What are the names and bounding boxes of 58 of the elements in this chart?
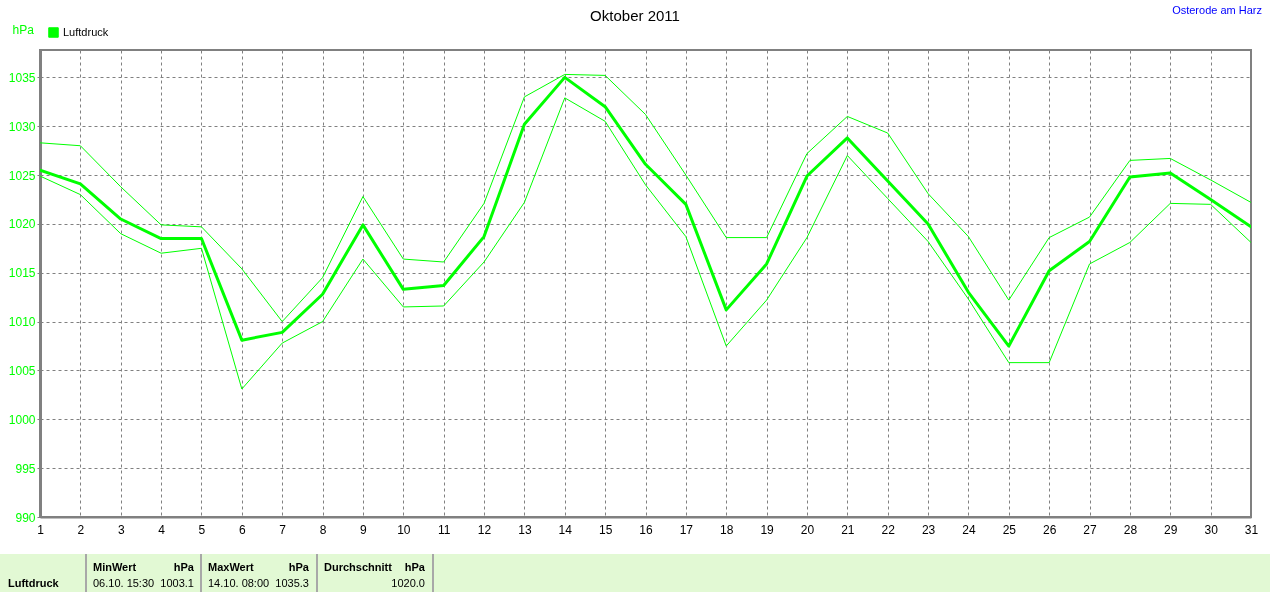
text: Osterode am Harz	[1172, 4, 1262, 16]
x-tick-label: 14	[558, 522, 573, 537]
x-tick-label: 4	[158, 522, 166, 537]
text: hPa	[404, 561, 426, 573]
x-tick-label: 18	[720, 522, 734, 537]
y-tick-label: 1015	[8, 266, 36, 281]
x-tick-label: 3	[117, 522, 125, 537]
y-tick-label: 1020	[8, 217, 36, 232]
text: 1035.3	[275, 577, 309, 589]
y-tick-label: 995	[15, 461, 36, 476]
y-tick-label: 1010	[8, 315, 36, 330]
text: MinWert	[93, 561, 137, 573]
chart-title: Oktober 2011	[590, 7, 680, 24]
x-tick-label: 9	[360, 522, 368, 537]
y-tick-label: 1035	[8, 70, 36, 85]
x-tick-label: 2	[77, 522, 85, 537]
x-tick-label: 5	[198, 522, 206, 537]
y-tick-label: 1025	[8, 168, 36, 183]
y-tick-label: 1005	[8, 363, 36, 378]
x-tick-label: 10	[397, 522, 411, 537]
x-tick-label: 20	[800, 522, 815, 537]
text: hPa	[288, 561, 310, 573]
text: 1003.1	[160, 577, 194, 589]
x-tick-label: 30	[1204, 522, 1219, 537]
text: 06.10. 15:30	[93, 577, 155, 589]
text: 1020.0	[391, 577, 425, 589]
x-tick-label: 8	[319, 522, 327, 537]
x-tick-label: 13	[518, 522, 532, 537]
text: 14.10. 08:00	[208, 577, 270, 589]
x-tick-label: 24	[962, 522, 976, 537]
text: Durchschnitt	[324, 561, 393, 573]
x-tick-label: 25	[1002, 522, 1017, 537]
x-tick-label: 26	[1042, 522, 1057, 537]
x-tick-label: 21	[841, 522, 855, 537]
x-tick-label: 16	[639, 522, 653, 537]
x-tick-label: 19	[760, 522, 775, 537]
x-tick-label: 29	[1164, 522, 1178, 537]
x-tick-label: 22	[881, 522, 896, 537]
text: hPa	[173, 561, 195, 573]
x-tick-label: 27	[1083, 522, 1098, 537]
x-tick-label: 31	[1244, 522, 1259, 537]
x-tick-label: 28	[1123, 522, 1138, 537]
y-tick-label: 1030	[8, 119, 36, 134]
text: Luftdruck	[8, 577, 60, 589]
x-tick-label: 11	[437, 522, 451, 537]
text: MaxWert	[208, 561, 254, 573]
x-tick-label: 17	[679, 522, 694, 537]
y-tick-label: 990	[15, 510, 36, 525]
y-tick-label: 1000	[8, 412, 36, 427]
x-tick-label: 12	[477, 522, 492, 537]
x-tick-label: 15	[598, 522, 613, 537]
x-tick-label: 23	[921, 522, 936, 537]
legend-label: Luftdruck	[63, 25, 109, 38]
line-series	[40, 97, 1251, 390]
x-tick-label: 1	[37, 522, 45, 537]
x-tick-label: 6	[238, 522, 246, 537]
x-tick-label: 7	[279, 522, 287, 537]
y-axis-title: hPa	[12, 22, 35, 37]
